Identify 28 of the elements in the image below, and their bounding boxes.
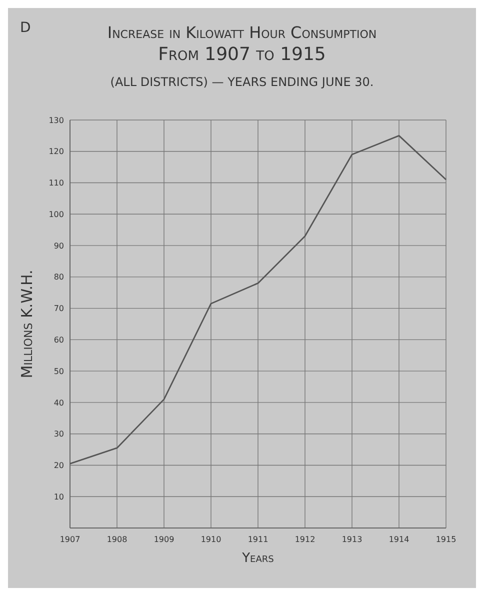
- y-tick-label: 130: [48, 116, 64, 125]
- chart-subtitle: (ALL DISTRICTS) — YEARS ENDING JUNE 30.: [110, 75, 374, 89]
- y-tick-label: 30: [54, 430, 64, 439]
- x-tick-label: 1915: [436, 535, 456, 544]
- y-tick-label: 50: [54, 366, 64, 376]
- x-tick-label: 1909: [154, 535, 174, 544]
- y-tick-label: 20: [54, 461, 64, 470]
- line-series: [69, 134, 447, 464]
- text: D: [20, 20, 31, 36]
- x-tick-label: 1910: [200, 535, 222, 544]
- x-tick-label: 1913: [342, 535, 362, 544]
- x-tick-label: 1907: [60, 535, 80, 544]
- y-tick-label: 80: [54, 272, 64, 282]
- y-tick-label: 60: [54, 335, 64, 344]
- y-tick-label: 110: [48, 178, 64, 188]
- y-tick-label: 70: [54, 304, 64, 314]
- y-tick-label: 100: [48, 210, 64, 219]
- x-tick-label: 1911: [248, 535, 268, 544]
- x-tick-label: 1908: [106, 535, 128, 544]
- y-tick-label: 40: [54, 398, 64, 408]
- y-axis-title: Millions K.W.H.: [18, 270, 36, 378]
- y-tick-label: 120: [48, 147, 64, 156]
- chart-title: Increase in Kilowatt Hour Consumption From 1907 to 1915: [107, 23, 377, 65]
- x-tick-label: 1912: [294, 535, 316, 544]
- y-tick-label: 90: [54, 241, 64, 250]
- x-axis-title: Years: [241, 551, 274, 566]
- x-tick-label: 1914: [388, 535, 410, 544]
- y-tick-label: 10: [54, 492, 64, 502]
